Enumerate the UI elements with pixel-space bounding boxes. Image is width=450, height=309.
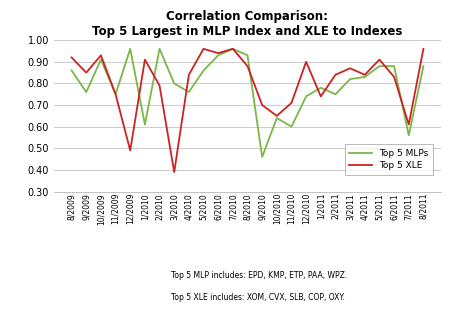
Line: Top 5 XLE: Top 5 XLE: [72, 49, 423, 172]
Top 5 XLE: [171, 170, 177, 174]
Top 5 MLPs: [157, 47, 162, 51]
Top 5 MLPs: [406, 133, 411, 137]
Top 5 XLE: [260, 103, 265, 107]
Top 5 XLE: [318, 95, 324, 98]
Top 5 MLPs: [303, 95, 309, 98]
Top 5 MLPs: [274, 116, 279, 120]
Top 5 MLPs: [84, 90, 89, 94]
Top 5 XLE: [377, 58, 382, 61]
Top 5 MLPs: [201, 69, 206, 72]
Top 5 MLPs: [260, 155, 265, 159]
Top 5 MLPs: [171, 82, 177, 85]
Top 5 XLE: [347, 66, 353, 70]
Text: Top 5 MLP includes: EPD, KMP, ETP, PAA, WPZ.: Top 5 MLP includes: EPD, KMP, ETP, PAA, …: [171, 271, 347, 280]
Top 5 XLE: [142, 58, 148, 61]
Top 5 MLPs: [142, 123, 148, 126]
Top 5 XLE: [274, 114, 279, 118]
Top 5 MLPs: [127, 47, 133, 51]
Top 5 MLPs: [245, 53, 250, 57]
Top 5 XLE: [157, 84, 162, 87]
Top 5 MLPs: [69, 69, 74, 72]
Top 5 XLE: [230, 47, 235, 51]
Top 5 XLE: [289, 101, 294, 105]
Top 5 MLPs: [377, 64, 382, 68]
Top 5 XLE: [362, 73, 368, 77]
Top 5 XLE: [98, 53, 104, 57]
Top 5 MLPs: [421, 64, 426, 68]
Top 5 XLE: [392, 75, 397, 79]
Top 5 XLE: [245, 64, 250, 68]
Top 5 MLPs: [113, 92, 118, 96]
Top 5 MLPs: [186, 90, 192, 94]
Line: Top 5 MLPs: Top 5 MLPs: [72, 49, 423, 157]
Top 5 MLPs: [318, 86, 324, 90]
Top 5 XLE: [303, 60, 309, 64]
Top 5 MLPs: [347, 77, 353, 81]
Top 5 XLE: [333, 73, 338, 77]
Top 5 XLE: [201, 47, 206, 51]
Top 5 XLE: [421, 47, 426, 51]
Top 5 XLE: [113, 92, 118, 96]
Top 5 XLE: [69, 56, 74, 59]
Top 5 MLPs: [230, 47, 235, 51]
Top 5 MLPs: [362, 75, 368, 79]
Top 5 XLE: [84, 71, 89, 74]
Top 5 MLPs: [333, 92, 338, 96]
Top 5 MLPs: [98, 58, 104, 61]
Top 5 XLE: [127, 149, 133, 152]
Top 5 XLE: [186, 73, 192, 77]
Top 5 XLE: [216, 51, 221, 55]
Top 5 MLPs: [392, 64, 397, 68]
Top 5 MLPs: [289, 125, 294, 129]
Top 5 XLE: [406, 123, 411, 126]
Top 5 MLPs: [216, 53, 221, 57]
Title: Correlation Comparison:
Top 5 Largest in MLP Index and XLE to Indexes: Correlation Comparison: Top 5 Largest in…: [92, 10, 403, 38]
Text: Top 5 XLE includes: XOM, CVX, SLB, COP, OXY.: Top 5 XLE includes: XOM, CVX, SLB, COP, …: [171, 293, 345, 302]
Legend: Top 5 MLPs, Top 5 XLE: Top 5 MLPs, Top 5 XLE: [345, 144, 432, 175]
